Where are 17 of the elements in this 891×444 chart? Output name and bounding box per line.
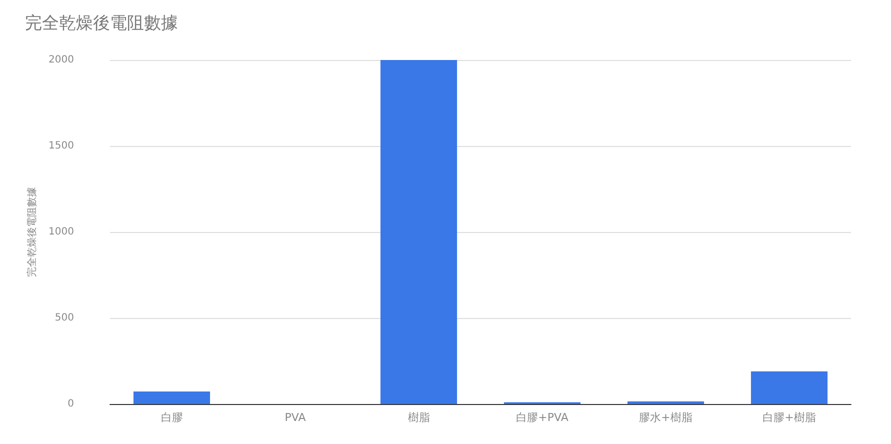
chart-title: 完全乾燥後電阻數據 [25,14,178,34]
y-tick-label: 2000 [48,54,74,66]
bar [627,401,704,404]
y-tick-label: 1000 [48,226,74,238]
y-tick-label: 500 [54,312,74,324]
bar [133,391,210,404]
x-tick-label: PVA [284,411,306,424]
y-axis-title: 完全乾燥後電阻數據 [26,187,38,277]
x-tick-label: 膠水+樹脂 [639,411,692,424]
bar [380,60,458,404]
x-tick-label: 白膠+樹脂 [762,411,816,424]
x-tick-label: 白膠+PVA [516,411,569,424]
x-tick-label: 白膠 [160,411,183,424]
y-tick-label: 0 [68,398,74,410]
x-tick-label: 樹脂 [408,411,430,424]
bar [750,371,828,404]
y-tick-label: 1500 [48,140,74,152]
